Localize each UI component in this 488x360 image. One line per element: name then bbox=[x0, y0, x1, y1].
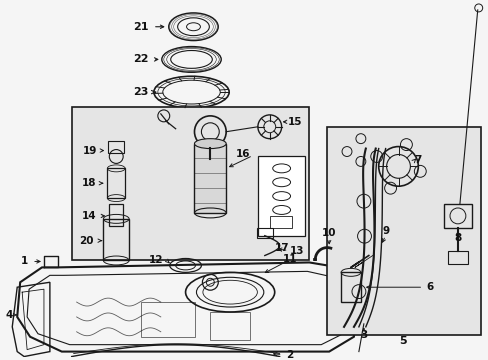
Bar bbox=[108, 141, 124, 153]
Text: 6: 6 bbox=[426, 282, 433, 292]
Bar bbox=[210, 312, 249, 340]
Bar bbox=[340, 273, 360, 302]
Text: 16: 16 bbox=[235, 149, 250, 158]
Text: 19: 19 bbox=[82, 145, 97, 156]
Bar bbox=[109, 204, 123, 226]
Text: 22: 22 bbox=[133, 54, 148, 64]
Bar bbox=[443, 204, 471, 228]
Text: 17: 17 bbox=[274, 243, 288, 253]
Bar bbox=[194, 144, 226, 213]
Text: 11: 11 bbox=[282, 255, 296, 265]
Bar bbox=[107, 168, 125, 198]
Text: 20: 20 bbox=[79, 236, 94, 246]
Bar bbox=[447, 251, 467, 265]
Text: 4: 4 bbox=[5, 310, 13, 320]
Text: 3: 3 bbox=[360, 330, 366, 340]
Text: 18: 18 bbox=[82, 178, 97, 188]
Text: 23: 23 bbox=[133, 87, 148, 97]
Text: 2: 2 bbox=[285, 350, 293, 360]
Bar bbox=[72, 107, 309, 261]
Text: 7: 7 bbox=[414, 156, 421, 166]
Bar bbox=[269, 216, 291, 228]
Text: 5: 5 bbox=[399, 336, 407, 346]
Bar bbox=[256, 228, 272, 238]
Text: 15: 15 bbox=[287, 117, 302, 127]
Bar bbox=[103, 219, 129, 261]
Text: 12: 12 bbox=[148, 256, 163, 265]
Bar bbox=[141, 302, 195, 337]
Text: 10: 10 bbox=[321, 228, 336, 238]
Text: 8: 8 bbox=[453, 233, 461, 243]
Text: 13: 13 bbox=[290, 246, 304, 256]
Text: 21: 21 bbox=[133, 22, 148, 32]
Bar bbox=[257, 157, 305, 236]
Text: 9: 9 bbox=[381, 226, 388, 236]
Text: 1: 1 bbox=[20, 256, 28, 266]
Ellipse shape bbox=[194, 139, 226, 149]
Bar bbox=[326, 127, 480, 335]
Text: 14: 14 bbox=[82, 211, 97, 221]
